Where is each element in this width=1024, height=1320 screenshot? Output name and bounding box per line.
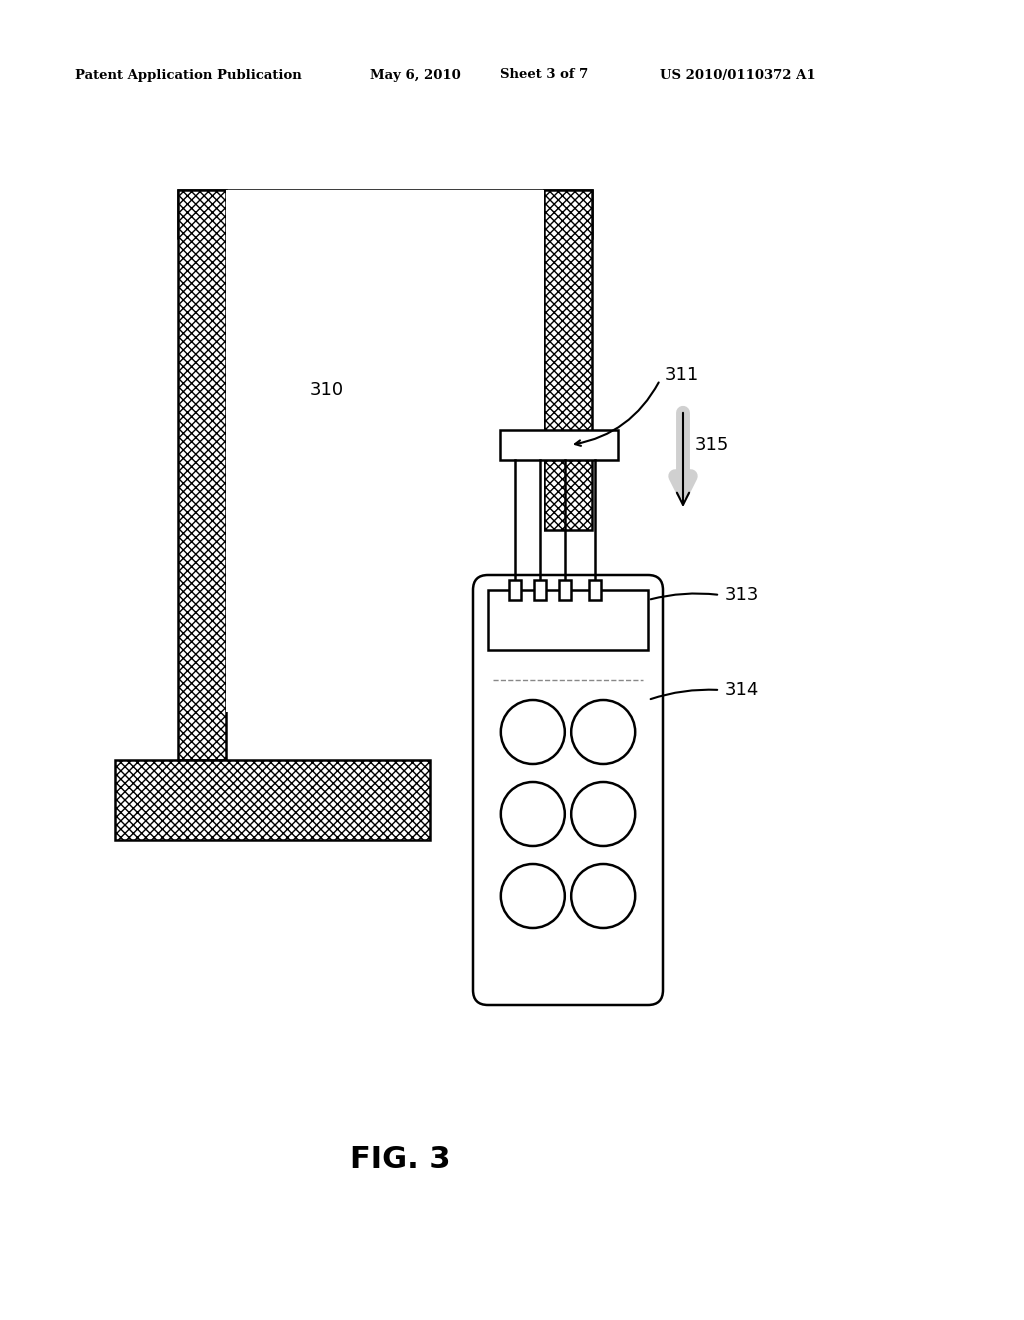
Text: 315: 315 (695, 436, 729, 454)
Bar (559, 579, 571, 601)
Bar (178, 190, 226, 760)
Bar (544, 190, 592, 531)
Bar (500, 430, 618, 459)
Text: FIG. 3: FIG. 3 (350, 1146, 451, 1175)
Text: 310: 310 (310, 381, 344, 399)
Text: Sheet 3 of 7: Sheet 3 of 7 (500, 69, 588, 82)
Bar (534, 579, 546, 601)
Bar (226, 190, 544, 711)
FancyBboxPatch shape (473, 576, 663, 1005)
Text: 311: 311 (665, 366, 699, 384)
Text: May 6, 2010: May 6, 2010 (370, 69, 461, 82)
Bar (178, 190, 592, 238)
Bar (589, 579, 601, 601)
Text: 313: 313 (725, 586, 760, 605)
Bar (509, 579, 521, 601)
Bar (488, 590, 648, 649)
Text: Patent Application Publication: Patent Application Publication (75, 69, 302, 82)
Bar (115, 760, 430, 840)
Text: 314: 314 (725, 681, 760, 700)
Text: US 2010/0110372 A1: US 2010/0110372 A1 (660, 69, 816, 82)
